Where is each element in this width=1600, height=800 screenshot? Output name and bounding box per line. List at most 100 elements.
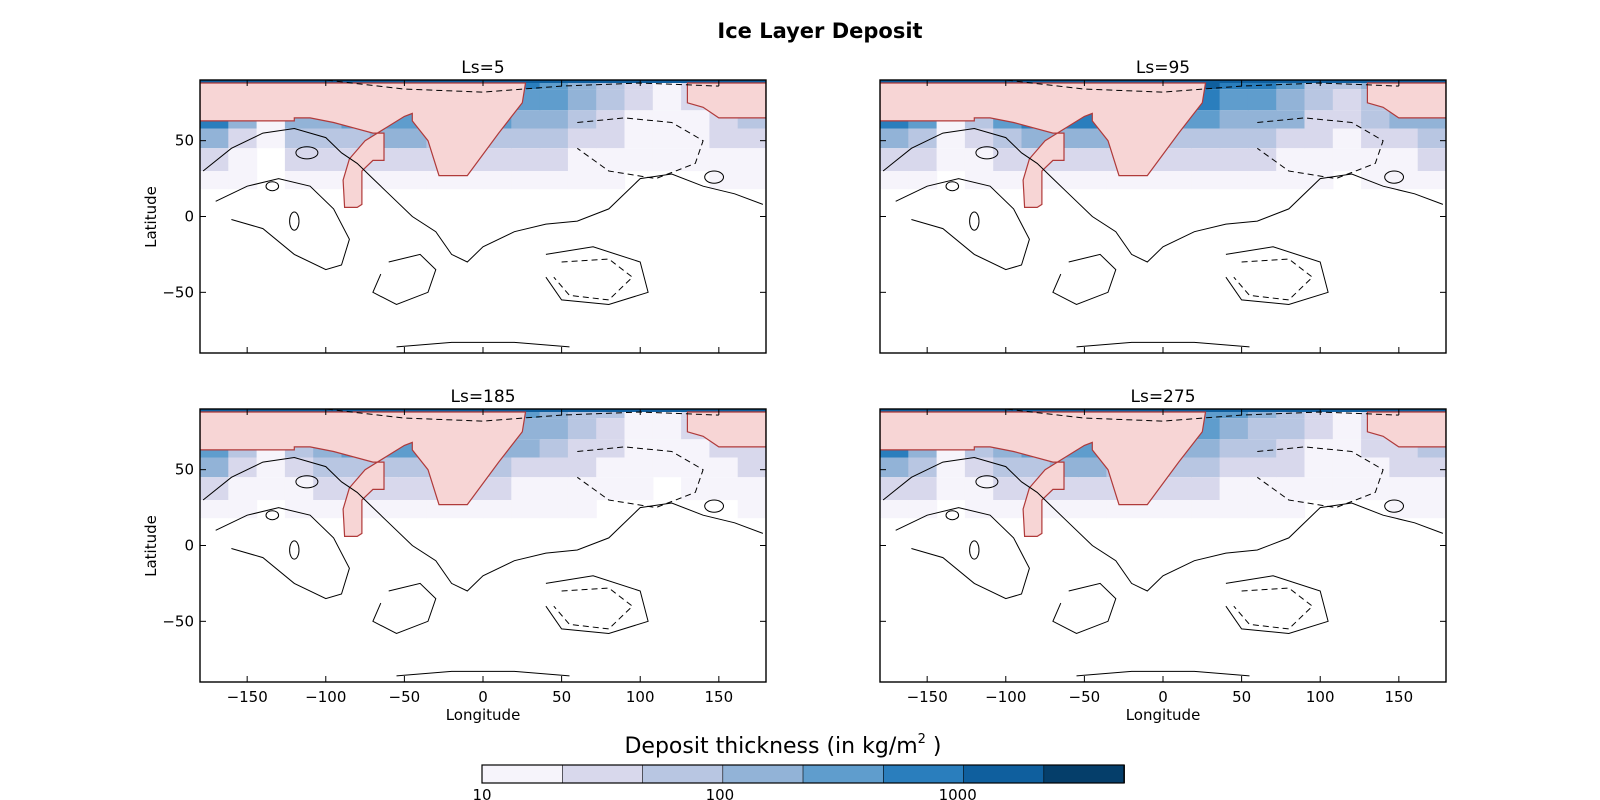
deposit-cell [1219,89,1249,111]
deposit-cell [398,128,427,149]
deposit-cell [1219,457,1249,478]
masked-region [200,411,527,538]
volcano-contour [945,510,960,521]
deposit-cell [1417,457,1446,478]
deposit-cell [539,89,569,111]
deposit-cell [880,148,909,172]
deposit-cell [1078,457,1107,478]
deposit-cell [908,457,938,478]
deposit-cell [1191,171,1221,190]
x-tick-label: 0 [478,688,488,706]
topography-contour [215,507,350,600]
deposit-cell [567,409,597,419]
deposit-cell [284,477,314,501]
deposit-cell [539,171,569,190]
deposit-cell [624,409,654,419]
volcano-contour [704,170,724,184]
volcano-contour [1384,170,1404,184]
deposit-cell [681,439,710,458]
deposit-cell [1332,128,1362,149]
deposit-cell [200,457,229,478]
deposit-cell [511,500,541,519]
deposit-cell [964,128,994,149]
volcano-contour [289,211,300,231]
colorbar-segment [561,764,644,784]
deposit-cell [1219,148,1249,172]
colorbar: 10 100 1000 [472,764,1125,800]
deposit-cell [908,500,938,519]
deposit-cell [1078,148,1107,172]
deposit-cell [1332,418,1362,440]
masked-region [880,82,1207,208]
colorbar-segment [802,764,885,784]
deposit-cell [1247,457,1277,478]
colorbar-label: Deposit thickness (in kg/m2 ) [624,732,941,759]
deposit-cell [483,171,512,190]
deposit-cell [1276,500,1306,519]
deposit-cell [1361,457,1390,478]
deposit-cell [1247,500,1277,519]
deposit-cell [737,148,766,172]
deposit-cell [1191,457,1221,478]
deposit-cell [511,439,541,458]
colorbar-tick-label: 10 [472,786,491,800]
deposit-cell [709,477,739,501]
deposit-cell [964,477,994,501]
deposit-cell [624,418,654,440]
deposit-cell [1417,477,1446,501]
colorbar-frame [481,764,1125,784]
deposit-cell [369,500,399,519]
south-pole-contour [396,341,570,348]
deposit-cell [398,171,427,190]
y-axis-label: Latitude [142,186,160,248]
deposit-cell [313,148,343,172]
deposit-cell [880,171,909,190]
deposit-cell [1219,80,1249,90]
deposit-cell [567,439,597,458]
deposit-cell [652,128,682,149]
deposit-cell [1361,171,1390,190]
deposit-cell [483,500,512,519]
topography-contour [1225,575,1329,635]
deposit-cell [1304,80,1334,90]
deposit-cell [709,457,739,478]
x-tick-label: −100 [985,688,1026,706]
deposit-cell [200,500,229,519]
deposit-cell [1219,477,1249,501]
deposit-cell [1078,500,1107,519]
y-tick-label: −50 [162,283,194,301]
south-pole-contour [396,670,570,677]
deposit-cell [624,128,654,149]
x-tick-label: 100 [626,688,655,706]
y-axis-label: Latitude [142,515,160,577]
deposit-cell [1219,439,1249,458]
deposit-cell [1361,148,1390,172]
deposit-cell [993,171,1023,190]
deposit-cell [256,477,286,501]
deposit-cell [1304,409,1334,419]
deposit-cell [1332,477,1362,501]
deposit-cell [1078,128,1107,149]
topography-contour-dashed [577,446,704,509]
deposit-cell [624,89,654,111]
x-tick-label: 100 [1306,688,1335,706]
deposit-cell [567,80,597,90]
deposit-cell [1276,128,1306,149]
deposit-cell [1304,418,1334,440]
deposit-cell [313,500,343,519]
deposit-cell [539,500,569,519]
volcano-contour [969,540,980,560]
topography-contour [545,575,649,635]
deposit-cell [1219,500,1249,519]
deposit-cell [1389,148,1419,172]
topography-contour [215,178,350,271]
deposit-cell [1276,477,1306,501]
deposit-cell [1247,477,1277,501]
deposit-cell [1361,477,1390,501]
panel-subtitle: Ls=185 [450,387,515,407]
deposit-cell [228,148,258,172]
deposit-cell [200,171,229,190]
volcano-contour [1384,499,1404,513]
deposit-cell [993,500,1023,519]
figure-title: Ice Layer Deposit [717,19,922,43]
